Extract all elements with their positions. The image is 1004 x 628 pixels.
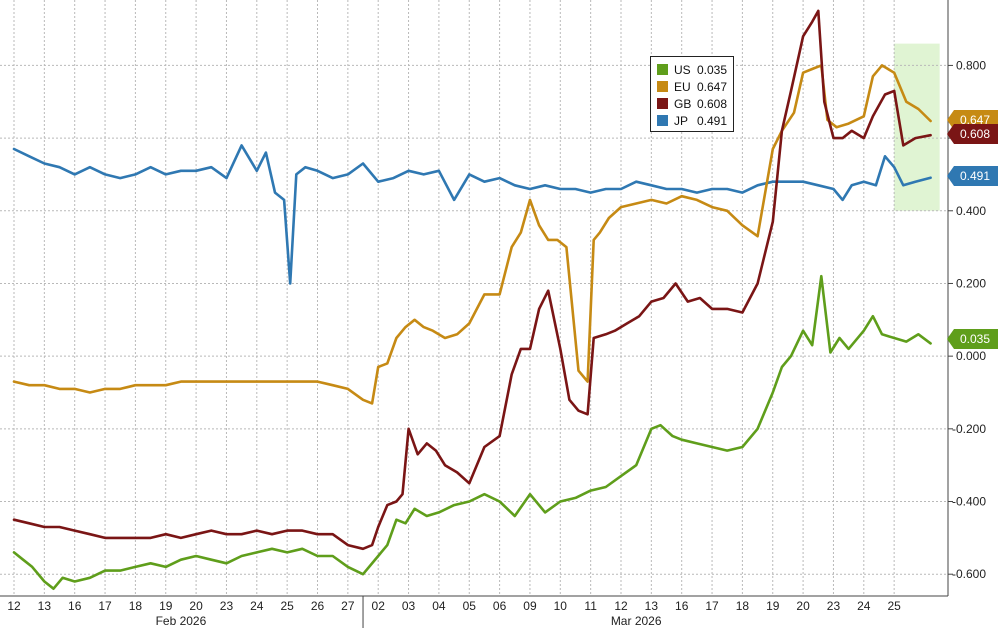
x-tick-label: 02 (372, 599, 386, 613)
legend-label-us: US (674, 62, 691, 77)
grid-layer (0, 0, 948, 596)
legend-value-eu: 0.647 (696, 79, 727, 94)
month-label-mar: Mar 2026 (611, 614, 662, 628)
x-tick-label: 17 (705, 599, 719, 613)
x-tick-label: 12 (7, 599, 21, 613)
x-tick-label: 13 (38, 599, 52, 613)
x-tick-label: 18 (736, 599, 750, 613)
legend-swatch-eu (657, 81, 668, 92)
legend-entry-gb: GB 0.608 (657, 95, 727, 112)
legend-label-eu: EU (674, 79, 691, 94)
x-tick-label: 10 (554, 599, 568, 613)
y-tick-label: 0.000 (956, 349, 986, 363)
legend-swatch-us (657, 64, 668, 75)
x-tick-label: 16 (675, 599, 689, 613)
x-tick-label: 24 (250, 599, 264, 613)
series-line-eu (12, 64, 932, 405)
x-tick-label: 11 (584, 599, 597, 613)
x-tick-label: 25 (280, 599, 294, 613)
x-tick-label: 03 (402, 599, 416, 613)
last-value-tag-gb: 0.608 (947, 124, 998, 144)
legend-value-gb: 0.608 (696, 96, 727, 111)
x-tick-label: 17 (98, 599, 112, 613)
y-tick-label: -0.400 (952, 495, 986, 509)
x-tick-label: 19 (159, 599, 173, 613)
month-label-feb: Feb 2026 (156, 614, 207, 628)
x-tick-label: 23 (827, 599, 841, 613)
series-line-jp (12, 144, 932, 285)
legend-entry-eu: EU 0.647 (657, 78, 727, 95)
x-tick-label: 23 (220, 599, 234, 613)
x-tick-label: 20 (796, 599, 810, 613)
legend-entry-jp: JP 0.491 (657, 112, 727, 129)
y-tick-label: 0.800 (956, 58, 986, 72)
legend-swatch-gb (657, 98, 668, 109)
legend-swatch-jp (657, 115, 668, 126)
legend-entry-us: US 0.035 (657, 61, 727, 78)
x-tick-label: 09 (523, 599, 537, 613)
y-tick-label: 0.200 (956, 276, 986, 290)
series-line-us (12, 274, 932, 590)
x-tick-label: 19 (766, 599, 780, 613)
x-tick-label: 25 (887, 599, 901, 613)
legend-label-jp: JP (674, 113, 689, 128)
y-tick-label: 0.400 (956, 204, 986, 218)
x-tick-label: 18 (129, 599, 143, 613)
x-tick-label: 16 (68, 599, 82, 613)
legend: US 0.035 EU 0.647 GB 0.608 JP 0.491 (650, 56, 734, 132)
legend-value-jp: 0.491 (696, 113, 727, 128)
x-tick-label: 13 (645, 599, 659, 613)
x-tick-label: 06 (493, 599, 507, 613)
legend-value-us: 0.035 (696, 62, 727, 77)
x-tick-label: 05 (463, 599, 477, 613)
last-value-tag-jp: 0.491 (947, 166, 998, 186)
x-tick-label: 27 (341, 599, 355, 613)
x-tick-label: 04 (432, 599, 446, 613)
y-tick-label: -0.600 (952, 567, 986, 581)
series-line-gb (12, 9, 932, 551)
last-value-tag-us: 0.035 (947, 329, 998, 349)
x-tick-label: 24 (857, 599, 871, 613)
legend-label-gb: GB (674, 96, 692, 111)
y-tick-label: -0.200 (952, 422, 986, 436)
series-layer (12, 9, 932, 590)
x-tick-label: 12 (614, 599, 628, 613)
x-tick-label: 20 (189, 599, 203, 613)
x-tick-label: 26 (311, 599, 325, 613)
